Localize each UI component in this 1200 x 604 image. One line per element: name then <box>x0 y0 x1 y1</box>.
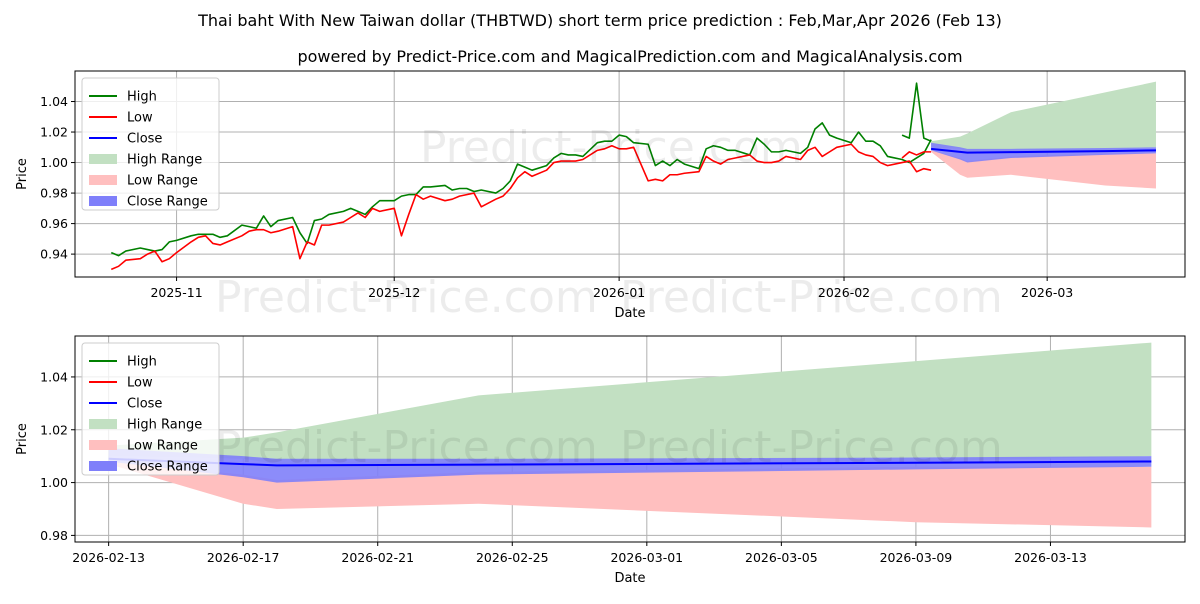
top-watermark-1: Predict-Price.com <box>420 122 803 173</box>
bottom-y-tick-label: 0.98 <box>40 528 68 543</box>
top-legend-high-label: High <box>127 90 157 105</box>
top-legend-high-range-swatch <box>89 154 117 164</box>
top-y-tick-label: 0.94 <box>40 247 68 262</box>
bottom-x-tick-label: 2026-02-25 <box>476 550 549 565</box>
top-legend: High Low Close High Range Low Range Close Ran… <box>81 77 220 211</box>
bottom-legend: High Low Close High Range Low Range Close Ran… <box>81 342 220 476</box>
top-axes-frame <box>74 70 1186 278</box>
top-legend-low-range-swatch <box>89 175 117 185</box>
bottom-axes-frame <box>74 335 1186 543</box>
close-forecast-line <box>930 147 1156 154</box>
bottom-legend-high-label: High <box>127 355 157 370</box>
bottom-y-tick-label: 1.04 <box>40 369 68 384</box>
bottom-x-tick-label: 2026-03-05 <box>745 550 818 565</box>
top-y-tick-label: 1.02 <box>40 125 68 140</box>
bottom-legend-close-range-label: Close Range <box>127 460 208 475</box>
bottom-x-axis-label: Date <box>614 571 645 586</box>
top-y-tick-label: 1.04 <box>40 94 68 109</box>
bottom-legend-low-range-swatch <box>89 440 117 450</box>
bottom-x-ticks: 2026-02-13 2026-02-17 2026-02-21 2026-02-25… <box>72 542 1087 565</box>
top-y-tick-label: 0.96 <box>40 216 68 231</box>
top-x-tick-label: 2026-02 <box>818 285 870 300</box>
bottom-plot-area <box>108 342 1152 528</box>
top-legend-close-range-label: Close Range <box>127 195 208 210</box>
high-range-band <box>108 342 1152 467</box>
top-y-tick-label: 0.98 <box>40 186 68 201</box>
chart-title: Thai baht With New Taiwan dollar (THBTWD… <box>197 11 1002 30</box>
top-y-axis-label: Price <box>15 158 30 190</box>
bottom-y-ticks: 0.98 1.00 1.02 1.04 <box>40 369 75 543</box>
top-watermark-2: Predict-Price.com <box>215 272 598 323</box>
top-watermark-3: Predict-Price.com <box>620 272 1003 323</box>
low-tail-line <box>901 151 932 159</box>
top-x-axis-label: Date <box>614 306 645 321</box>
high-spike-line <box>901 82 932 142</box>
bottom-panel: Predict-Price.com Predict-Price.com 2026… <box>15 335 1186 586</box>
bottom-legend-close-range-swatch <box>89 461 117 471</box>
top-x-tick-label: 2025-11 <box>150 285 202 300</box>
top-legend-low-range-label: Low Range <box>127 174 198 189</box>
top-panel: Predict-Price.com Predict-Price.com Pred… <box>15 70 1186 323</box>
bottom-watermark-2: Predict-Price.com <box>620 422 1003 473</box>
bottom-y-axis-label: Price <box>15 423 30 455</box>
high-range-band <box>931 81 1156 154</box>
top-x-ticks: 2025-11 2025-12 2026-01 2026-02 2026-03 <box>150 277 1073 300</box>
bottom-legend-high-range-swatch <box>89 419 117 429</box>
top-legend-close-range-swatch <box>89 196 117 206</box>
high-line <box>110 122 932 257</box>
top-x-tick-label: 2026-01 <box>593 285 645 300</box>
close-forecast-line <box>108 457 1152 467</box>
bottom-x-tick-label: 2026-02-13 <box>72 550 145 565</box>
bottom-x-tick-label: 2026-02-21 <box>341 550 414 565</box>
close-range-band <box>108 448 1152 483</box>
bottom-legend-low-label: Low <box>127 376 153 391</box>
bottom-x-tick-label: 2026-02-17 <box>207 550 280 565</box>
top-legend-low-label: Low <box>127 111 153 126</box>
chart-subtitle: powered by Predict-Price.com and Magical… <box>297 47 962 66</box>
bottom-y-tick-label: 1.02 <box>40 422 68 437</box>
bottom-legend-close-label: Close <box>127 397 162 412</box>
top-x-tick-label: 2026-03 <box>1021 285 1073 300</box>
bottom-x-tick-label: 2026-03-01 <box>610 550 683 565</box>
bottom-legend-low-range-label: Low Range <box>127 439 198 454</box>
top-x-tick-label: 2025-12 <box>368 285 420 300</box>
low-line <box>110 143 932 271</box>
top-legend-high-range-label: High Range <box>127 153 202 168</box>
top-y-tick-label: 1.00 <box>40 155 68 170</box>
bottom-watermark-1: Predict-Price.com <box>215 422 598 473</box>
top-legend-close-label: Close <box>127 132 162 147</box>
bottom-x-tick-label: 2026-03-09 <box>880 550 953 565</box>
top-plot-area <box>110 81 1156 271</box>
bottom-y-tick-label: 1.00 <box>40 475 68 490</box>
top-y-ticks: 0.94 0.96 0.98 1.00 1.02 1.04 <box>40 94 75 262</box>
bottom-legend-high-range-label: High Range <box>127 418 202 433</box>
bottom-x-tick-label: 2026-03-13 <box>1014 550 1087 565</box>
